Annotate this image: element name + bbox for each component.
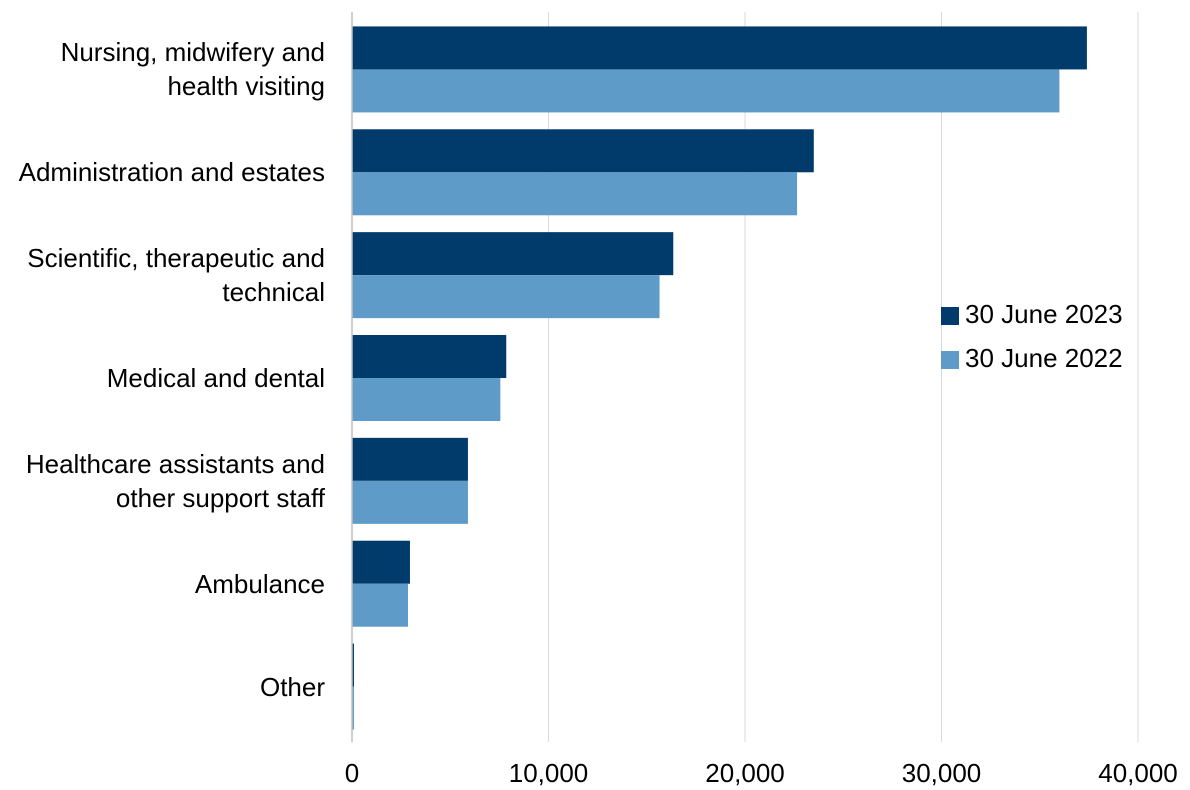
bar	[352, 583, 409, 627]
bar	[352, 129, 814, 173]
bar	[352, 643, 354, 687]
bar	[352, 335, 507, 378]
bar	[352, 378, 501, 421]
legend-swatch	[941, 351, 959, 369]
y-tick-label: Administration and estates	[18, 157, 325, 188]
legend-swatch	[941, 307, 959, 325]
bar	[352, 686, 354, 730]
bar	[352, 172, 798, 216]
y-tick-label: Other	[259, 671, 325, 702]
x-tick-label: 0	[345, 758, 359, 788]
y-tick-label: Healthcare assistants and other support …	[25, 448, 325, 513]
bar	[352, 540, 410, 584]
x-tick-label: 20,000	[705, 758, 785, 788]
x-tick-label: 40,000	[1098, 758, 1178, 788]
y-tick-label: Scientific, therapeutic and technical	[27, 243, 325, 308]
legend-label: 30 June 2022	[965, 343, 1123, 373]
y-tick-label: Medical and dental	[106, 363, 325, 393]
bar	[352, 437, 468, 481]
x-tick-label: 30,000	[902, 758, 982, 788]
x-tick-label: 10,000	[509, 758, 589, 788]
y-tick-label: Ambulance	[194, 568, 325, 599]
bar	[352, 232, 674, 276]
bar	[352, 69, 1060, 113]
legend-label: 30 June 2023	[965, 299, 1123, 329]
y-tick-label: Nursing, midwifery and health visiting	[60, 37, 325, 102]
bar	[352, 480, 468, 524]
bar	[352, 26, 1087, 70]
bar	[352, 275, 660, 319]
